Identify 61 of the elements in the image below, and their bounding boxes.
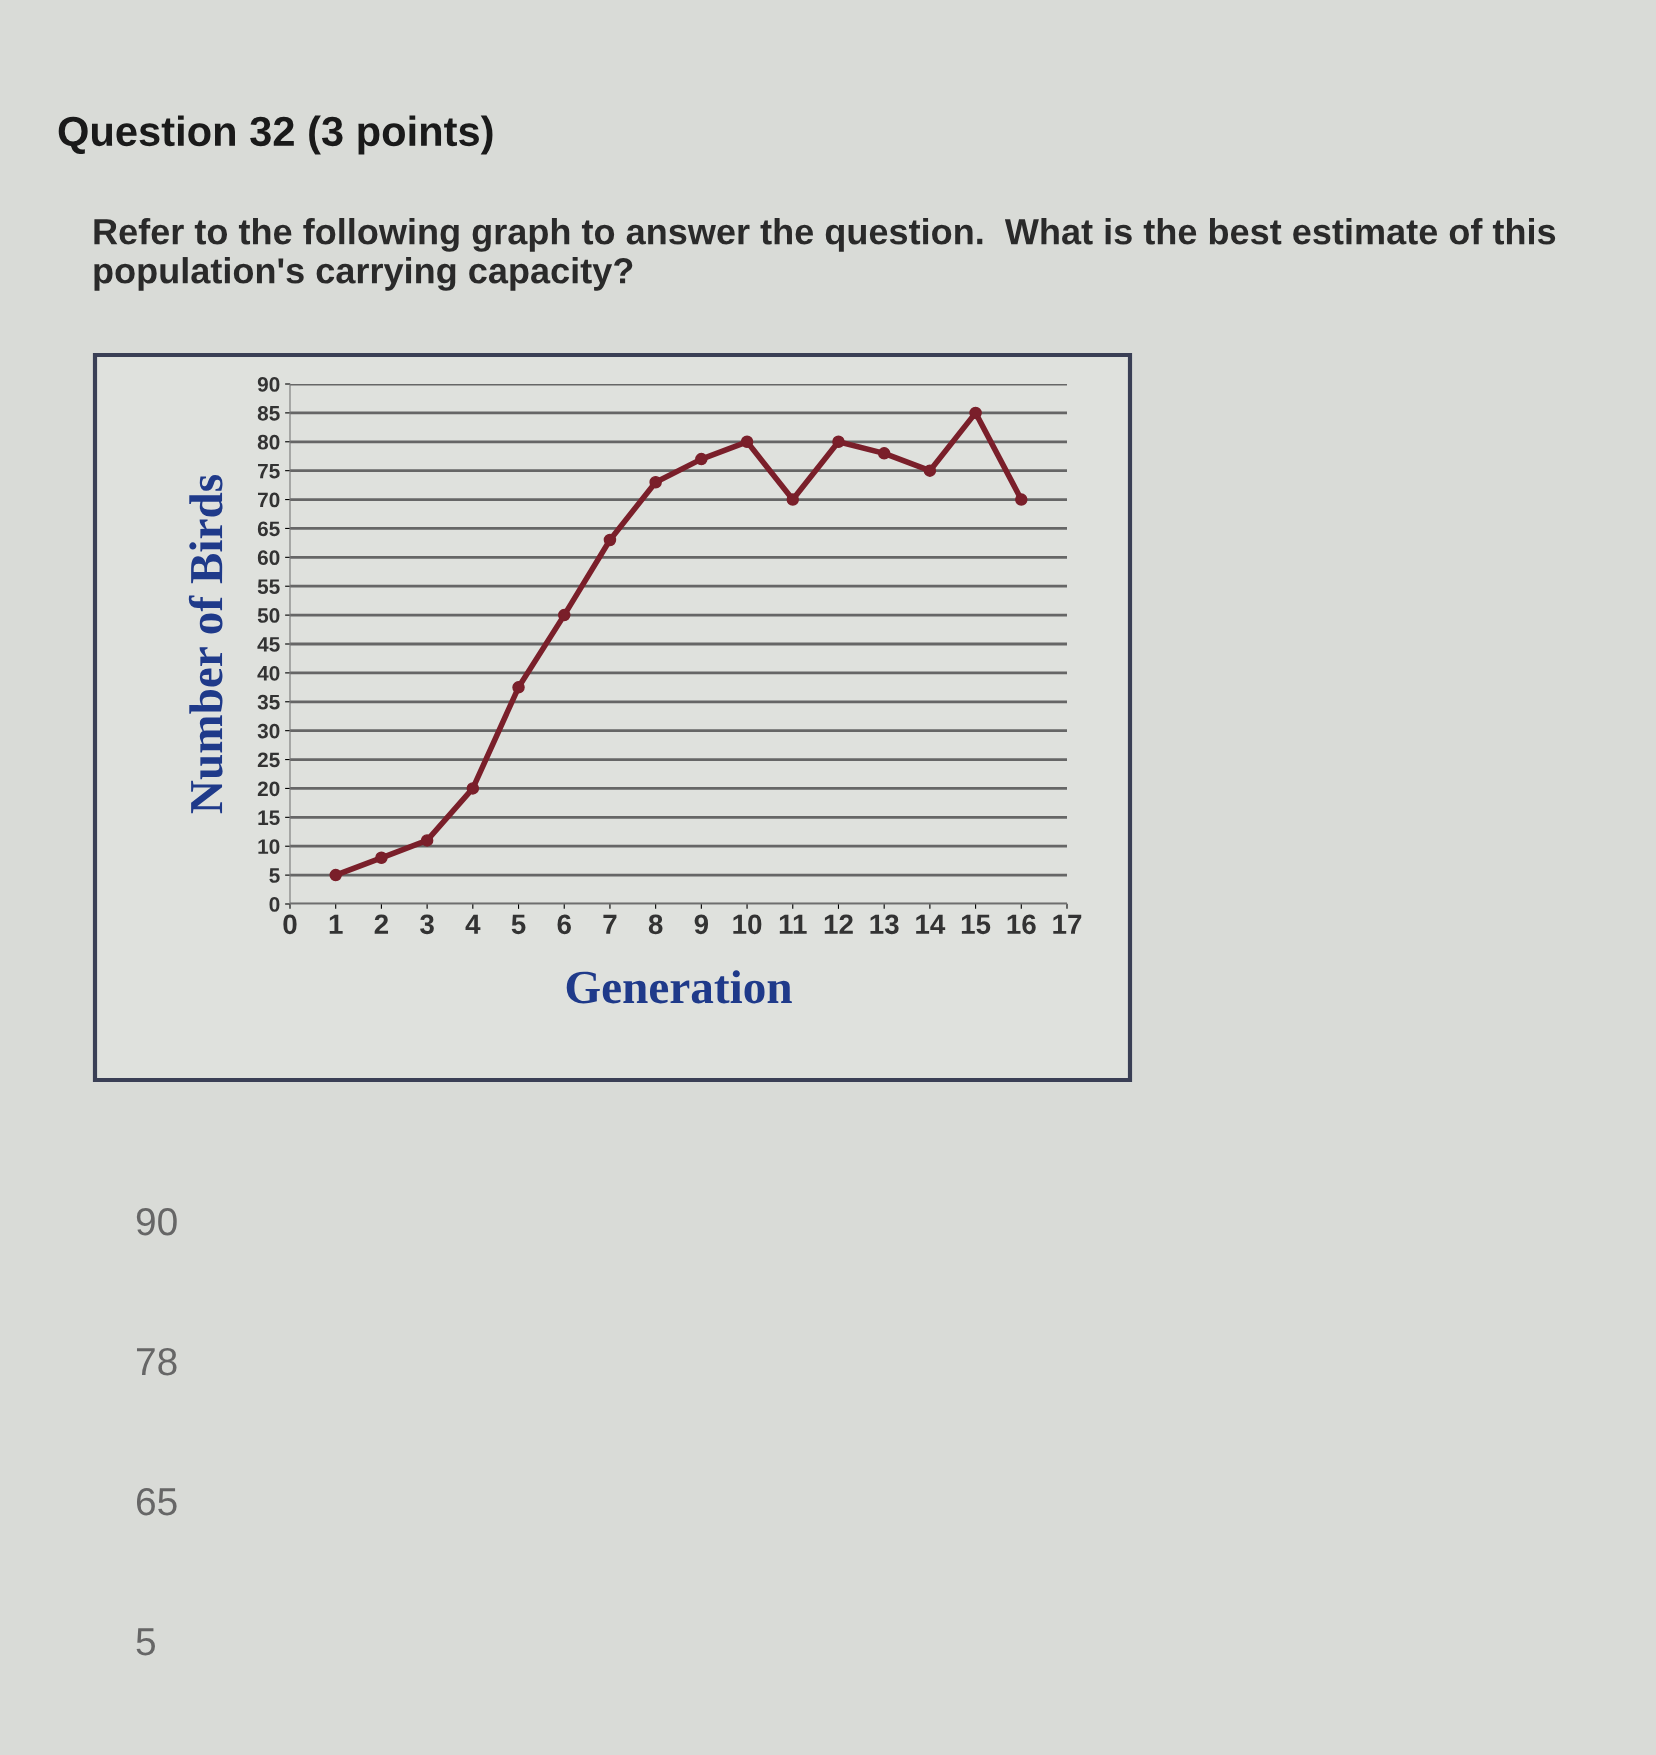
chart-title: Question 32 (3 points) <box>58 115 493 155</box>
y-tick-label: 85 <box>257 405 280 421</box>
x-tick-label: 12 <box>824 914 853 934</box>
y-tick-label: 75 <box>258 463 280 479</box>
y-tick-label: 45 <box>257 637 280 652</box>
x-axis-title: Generation <box>566 970 792 1004</box>
x-tick-label: 14 <box>916 914 946 934</box>
y-tick-label: 60 <box>257 550 280 566</box>
x-tick-label: 8 <box>648 914 663 935</box>
point <box>923 464 937 477</box>
point <box>695 452 708 466</box>
x-tick-label: 1 <box>329 914 343 934</box>
point <box>375 851 388 865</box>
point <box>786 493 800 506</box>
point <box>420 834 434 847</box>
y-tick-label: 20 <box>257 781 280 797</box>
x-tick-label: 15 <box>961 914 991 935</box>
x-tick-label: 11 <box>779 914 807 934</box>
point <box>649 475 662 489</box>
y-tick-label: 10 <box>258 839 280 854</box>
x-tick-label: 2 <box>374 914 389 934</box>
point <box>832 435 845 449</box>
point <box>466 782 480 795</box>
y-tick-label: 5 <box>269 868 280 883</box>
x-tick-label: 16 <box>1007 914 1036 935</box>
y-tick-label: 0 <box>269 897 280 912</box>
x-tick-label: 5 <box>511 914 526 935</box>
x-tick-label: 4 <box>465 914 481 934</box>
chart-subtitle: Refer to the following graph to answer the question. What is the best estimate of this population's carrying capacity? <box>94 218 1556 291</box>
y-tick-label: 40 <box>257 665 280 681</box>
y-tick-label: 70 <box>258 492 280 508</box>
point <box>603 533 617 547</box>
point <box>1015 493 1028 506</box>
text: 90 <box>136 1207 177 1236</box>
point <box>877 447 891 460</box>
y-tick-label: 55 <box>257 579 280 594</box>
x-tick-label: 13 <box>870 914 899 935</box>
y-tick-label: 25 <box>257 752 280 768</box>
y-axis-title: Number of Birds <box>188 475 223 814</box>
y-tick-label: 35 <box>257 694 280 710</box>
y-tick-label: 50 <box>257 608 280 623</box>
point <box>329 868 342 882</box>
text: 5 <box>136 1628 155 1656</box>
y-tick-label: 30 <box>257 723 280 739</box>
point <box>557 608 571 622</box>
x-tick-label: 17 <box>1053 914 1082 934</box>
x-tick-label: 10 <box>733 914 762 935</box>
point <box>512 681 525 694</box>
y-tick-label: 15 <box>258 810 280 826</box>
x-tick-label: 7 <box>603 914 617 934</box>
text: 65 <box>136 1487 177 1516</box>
x-tick-label: 0 <box>283 914 297 935</box>
y-tick-label: 80 <box>257 434 280 450</box>
point <box>969 406 982 420</box>
point <box>740 435 754 449</box>
x-tick-label: 3 <box>420 914 434 935</box>
text: 78 <box>136 1347 177 1376</box>
x-tick-label: 6 <box>557 914 571 935</box>
y-tick-label: 65 <box>257 521 280 537</box>
y-tick-label: 90 <box>257 377 280 392</box>
x-tick-label: 9 <box>694 914 709 935</box>
